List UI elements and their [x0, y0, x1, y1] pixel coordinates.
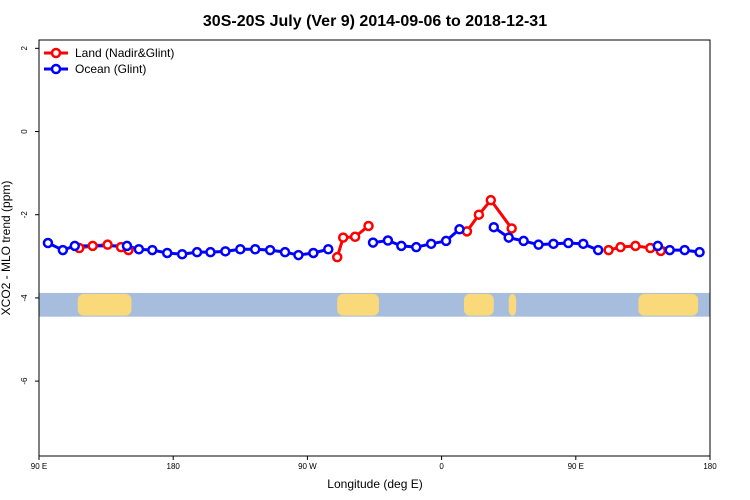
- ocean-data-point: [69, 240, 81, 252]
- ocean-data-point: [57, 244, 69, 256]
- ocean-data-point: [249, 243, 261, 255]
- ocean-data-point: [205, 246, 216, 258]
- map-land: [337, 293, 379, 316]
- ocean-data-point: [533, 239, 544, 250]
- ocean-data-point: [147, 244, 158, 256]
- land-data-point: [331, 251, 343, 263]
- ocean-data-point: [454, 224, 465, 235]
- map-land: [638, 293, 699, 316]
- ocean-data-point: [121, 240, 133, 252]
- ocean-data-point: [308, 247, 319, 259]
- map-land: [508, 293, 517, 316]
- legend-land-label: Land (Nadir&Glint): [75, 46, 174, 60]
- ocean-data-point: [488, 221, 500, 233]
- ocean-data-point: [161, 247, 173, 259]
- ocean-data-point: [592, 244, 604, 256]
- x-axis-label: Longitude (deg E): [327, 477, 422, 491]
- map-land: [77, 293, 132, 316]
- series-layer: [42, 194, 705, 263]
- x-tick-label: 90 W: [298, 462, 317, 471]
- ocean-data-point: [578, 238, 589, 250]
- land-data-point: [630, 240, 641, 252]
- ocean-data-point: [694, 246, 705, 258]
- ocean-data-point: [425, 238, 437, 250]
- land-series-line: [465, 198, 513, 233]
- ocean-data-point: [264, 244, 276, 256]
- ocean-data-point: [133, 243, 145, 255]
- legend-land-marker: [50, 47, 62, 59]
- land-data-point: [615, 241, 626, 253]
- ocean-data-point: [367, 237, 379, 248]
- land-data-point: [603, 244, 614, 256]
- ocean-data-point: [664, 244, 675, 256]
- land-series-line: [335, 224, 370, 258]
- ocean-data-point: [382, 235, 394, 246]
- ocean-data-point: [293, 249, 304, 261]
- ocean-data-point: [396, 240, 407, 252]
- plot-frame: [38, 39, 711, 457]
- legend-ocean-marker: [50, 63, 62, 75]
- land-data-point: [337, 232, 349, 243]
- land-data-point: [363, 220, 374, 232]
- chart-title: 30S-20S July (Ver 9) 2014-09-06 to 2018-…: [203, 13, 547, 30]
- y-tick-label: -6: [20, 377, 29, 385]
- ocean-data-point: [679, 244, 690, 256]
- ocean-data-point: [235, 243, 246, 255]
- ocean-data-point: [42, 237, 54, 249]
- ocean-data-point: [323, 243, 334, 255]
- legend: Land (Nadir&Glint) Ocean (Glint): [44, 46, 174, 76]
- y-tick-label: 2: [20, 46, 29, 51]
- land-data-point: [87, 240, 98, 252]
- y-axis-label: XCO2 - MLO trend (ppm): [0, 181, 13, 316]
- ocean-data-point: [440, 235, 452, 247]
- ocean-data-point: [220, 246, 231, 257]
- map-strip: [39, 292, 710, 317]
- land-data-point: [102, 239, 113, 250]
- x-tick-label: 90 E: [568, 462, 584, 471]
- ocean-data-point: [518, 235, 529, 247]
- x-tick-label: 0: [439, 462, 444, 471]
- legend-ocean-label: Ocean (Glint): [75, 62, 146, 76]
- x-tick-label: 180: [703, 462, 717, 471]
- ocean-data-point: [652, 240, 664, 252]
- ocean-data-point: [279, 246, 291, 258]
- x-tick-label: 180: [167, 462, 181, 471]
- land-data-point: [485, 194, 497, 206]
- axis-ticks: 90 E 180 90 W 0 90 E 180 2 0 -2 -4 -6: [20, 46, 717, 471]
- land-data-point: [506, 223, 517, 234]
- ocean-data-point: [548, 238, 559, 250]
- land-data-point: [473, 209, 485, 220]
- ocean-data-point: [191, 246, 203, 258]
- y-tick-label: 0: [20, 129, 29, 134]
- y-tick-label: -2: [20, 211, 29, 219]
- y-tick-label: -4: [20, 294, 29, 302]
- map-land: [463, 293, 494, 316]
- land-data-point: [349, 231, 361, 243]
- ocean-data-point: [503, 232, 514, 243]
- x-tick-label: 90 E: [31, 462, 47, 471]
- ocean-data-point: [563, 237, 574, 249]
- ocean-data-point: [176, 248, 188, 260]
- ocean-data-point: [411, 241, 422, 253]
